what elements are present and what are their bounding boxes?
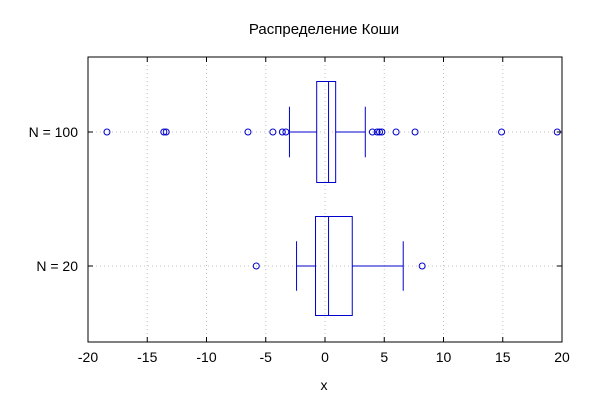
outlier-point [392,128,400,136]
outlier-point [162,128,170,136]
outlier-point [278,128,286,136]
box-iqr [316,81,337,183]
box-iqr [315,216,353,316]
x-tick-label: -10 [196,349,216,365]
x-tick-label: -20 [78,349,98,365]
outlier-point [418,262,426,270]
outlier-point [378,128,386,136]
outlier-point [411,128,419,136]
y-category-label: N = 100 [29,124,79,140]
x-tick-label: 15 [495,349,511,365]
outlier-point [160,128,168,136]
outlier-point [368,128,376,136]
outlier-point [376,128,384,136]
grid-lines [88,57,562,342]
x-tick-label: -15 [137,349,157,365]
box-group [252,216,426,316]
chart-title: Распределение Коши [249,21,399,38]
y-axis-categories: N = 100 N = 20 [29,124,562,274]
outlier-point [282,128,290,136]
outlier-point [252,262,260,270]
x-tick-label: 5 [380,349,388,365]
box-group [103,81,561,183]
x-tick-label: 10 [436,349,452,365]
x-tick-label: 0 [321,349,329,365]
x-axis-label: x [321,377,328,393]
x-axis-ticks: -20 -15 -10 -5 0 5 10 15 20 [78,57,570,365]
plot-frame [87,56,563,343]
x-tick-label: -5 [260,349,273,365]
y-category-label: N = 20 [36,258,78,274]
outlier-point [244,128,252,136]
box-series [103,81,561,316]
outlier-point [373,128,381,136]
outlier-point [498,128,506,136]
outlier-point [103,128,111,136]
outlier-point [269,128,277,136]
x-tick-label: 20 [554,349,570,365]
